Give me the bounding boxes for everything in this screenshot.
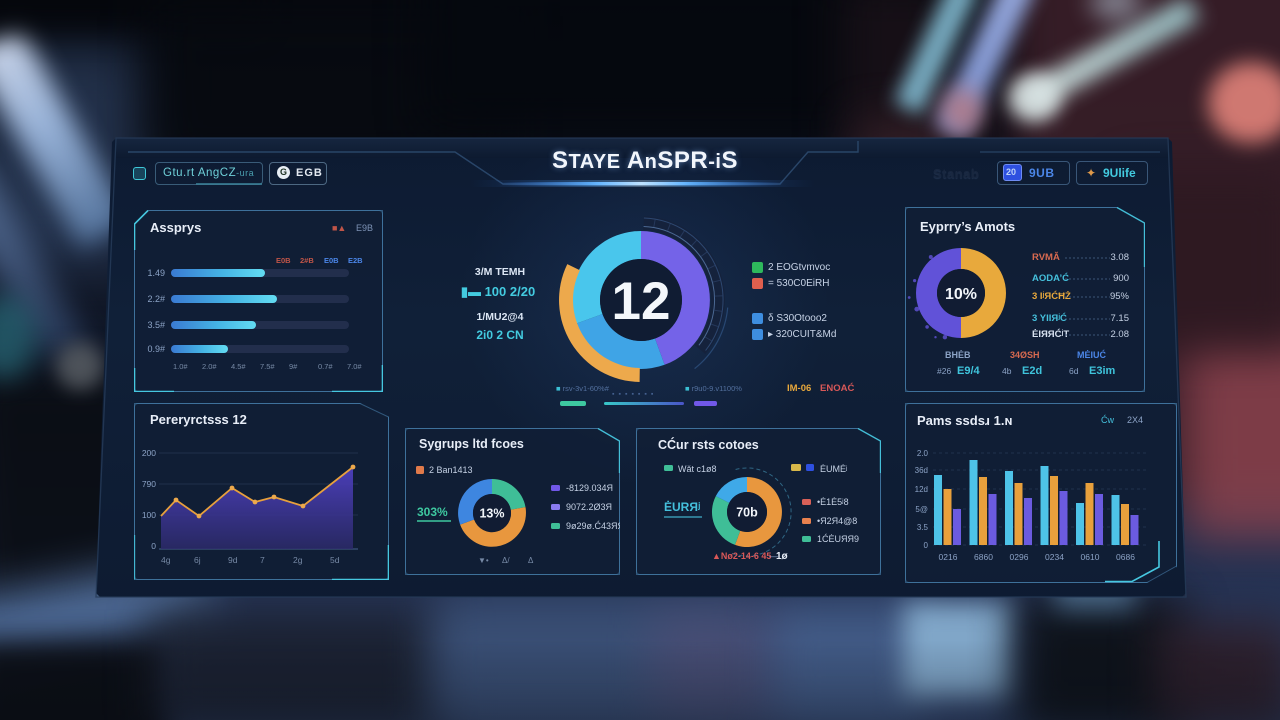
svg-text:5d: 5d: [330, 555, 340, 565]
svg-text:E0B: E0B: [276, 256, 291, 265]
svg-text:34ØSH: 34ØSH: [1010, 350, 1040, 360]
svg-text:2Χ4: 2Χ4: [1127, 415, 1143, 425]
svg-text:3.5: 3.5: [917, 523, 929, 532]
svg-text:Pams ssdsɹ 1.ɴ: Pams ssdsɹ 1.ɴ: [917, 413, 1012, 428]
svg-text:2.08: 2.08: [1111, 329, 1130, 340]
svg-text:5@: 5@: [915, 505, 928, 514]
svg-text:4b: 4b: [1002, 366, 1012, 376]
svg-text:95%: 95%: [1110, 291, 1130, 302]
svg-text:1.0#: 1.0#: [173, 362, 188, 371]
svg-text:70b: 70b: [736, 506, 758, 520]
svg-text:0686: 0686: [1116, 552, 1135, 562]
svg-text:4.5#: 4.5#: [231, 362, 246, 371]
svg-text:9#: 9#: [289, 362, 298, 371]
svg-text:12d: 12d: [915, 485, 928, 494]
svg-text:7.0#: 7.0#: [347, 362, 362, 371]
svg-text:Sygrups ltd fcoes: Sygrups ltd fcoes: [419, 437, 524, 451]
svg-text:Wǎt c1ø8: Wǎt c1ø8: [678, 464, 717, 474]
svg-text:790: 790: [142, 479, 156, 489]
svg-text:•Ė1Ė5ʲ8: •Ė1Ė5ʲ8: [817, 497, 849, 507]
svg-text:2.2#: 2.2#: [147, 294, 165, 304]
svg-text:Δ: Δ: [528, 556, 534, 565]
svg-text:9072.2Ø3Я: 9072.2Ø3Я: [566, 502, 612, 512]
svg-text:2.0: 2.0: [917, 449, 929, 458]
svg-text:MĖIUĆ: MĖIUĆ: [1077, 349, 1107, 360]
svg-text:13%: 13%: [479, 507, 504, 521]
svg-text:3.08: 3.08: [1111, 252, 1130, 263]
svg-text:303%: 303%: [417, 505, 448, 519]
svg-text:0610: 0610: [1081, 552, 1100, 562]
svg-text:0: 0: [151, 541, 156, 551]
svg-text:9d: 9d: [228, 555, 238, 565]
svg-text:1ĆĖUЯЯ9: 1ĆĖUЯЯ9: [817, 534, 859, 544]
svg-text:36d: 36d: [915, 466, 928, 475]
svg-text:7.15: 7.15: [1111, 313, 1130, 324]
svg-text:RVMĂ: RVMĂ: [1032, 252, 1060, 263]
svg-text:ĖUMĖʲ: ĖUMĖʲ: [820, 464, 847, 474]
svg-text:2g: 2g: [293, 555, 303, 565]
svg-text:200: 200: [142, 448, 156, 458]
svg-text:▲Nø2-14-6 45: ▲Nø2-14-6 45: [712, 551, 771, 561]
svg-text:0.7#: 0.7#: [318, 362, 333, 371]
svg-text:Assprys: Assprys: [150, 220, 201, 235]
svg-text:3.5#: 3.5#: [147, 320, 165, 330]
svg-text:E0B: E0B: [324, 256, 339, 265]
svg-text:E9B: E9B: [356, 223, 373, 233]
svg-text:12: 12: [612, 272, 671, 331]
svg-text:7: 7: [260, 555, 265, 565]
svg-text:0.9#: 0.9#: [147, 344, 165, 354]
svg-text:0216: 0216: [939, 552, 958, 562]
svg-text:BHĖB: BHĖB: [945, 350, 971, 360]
svg-text:-8129.034Я: -8129.034Я: [566, 483, 613, 493]
svg-text:9ø29ø.Ć43ЯЯ: 9ø29ø.Ć43ЯЯ: [566, 521, 620, 531]
svg-text:E2d: E2d: [1022, 365, 1042, 377]
svg-text:2 Ban1413: 2 Ban1413: [429, 465, 473, 475]
svg-text:#26: #26: [937, 366, 951, 376]
svg-text:AODA’Ć: AODA’Ć: [1032, 272, 1069, 284]
svg-text:—: —: [769, 551, 778, 561]
svg-text:7.5#: 7.5#: [260, 362, 275, 371]
svg-text:10%: 10%: [945, 286, 977, 303]
svg-text:0: 0: [924, 541, 929, 550]
svg-text:CĆur rsts cotoes: CĆur rsts cotoes: [658, 437, 759, 452]
svg-text:1ø: 1ø: [776, 551, 789, 562]
svg-text:•Я2Я4@8: •Я2Я4@8: [817, 516, 857, 526]
svg-text:Pereryrctsss 12: Pereryrctsss 12: [150, 412, 247, 427]
svg-text:Ćw: Ćw: [1101, 415, 1114, 425]
svg-text:Δ/: Δ/: [502, 556, 510, 565]
svg-text:0296: 0296: [1010, 552, 1029, 562]
svg-text:ĖIЯЯĆʲT: ĖIЯЯĆʲT: [1032, 328, 1069, 340]
svg-text:4g: 4g: [161, 555, 171, 565]
svg-text:3 IʲЯĆĦŻ: 3 IʲЯĆĦŻ: [1032, 290, 1071, 302]
svg-text:1.49: 1.49: [147, 268, 165, 278]
svg-text:▼•: ▼•: [478, 556, 489, 565]
svg-text:ĖURЯʲ: ĖURЯʲ: [664, 499, 700, 514]
svg-text:900: 900: [1113, 273, 1129, 284]
svg-text:0234: 0234: [1045, 552, 1064, 562]
svg-text:2.0#: 2.0#: [202, 362, 217, 371]
svg-text:Eyprry’s Amots: Eyprry’s Amots: [920, 219, 1015, 234]
svg-text:100: 100: [142, 510, 156, 520]
svg-text:2#B: 2#B: [300, 256, 314, 265]
svg-text:6860: 6860: [974, 552, 993, 562]
svg-text:6d: 6d: [1069, 366, 1079, 376]
svg-text:3 YIIЯʲĆ: 3 YIIЯʲĆ: [1032, 312, 1067, 324]
svg-text:6j: 6j: [194, 555, 201, 565]
svg-text:E9/4: E9/4: [957, 365, 981, 377]
svg-text:■▲: ■▲: [332, 223, 346, 233]
svg-text:E3im: E3im: [1089, 365, 1116, 377]
svg-text:E2B: E2B: [348, 256, 363, 265]
